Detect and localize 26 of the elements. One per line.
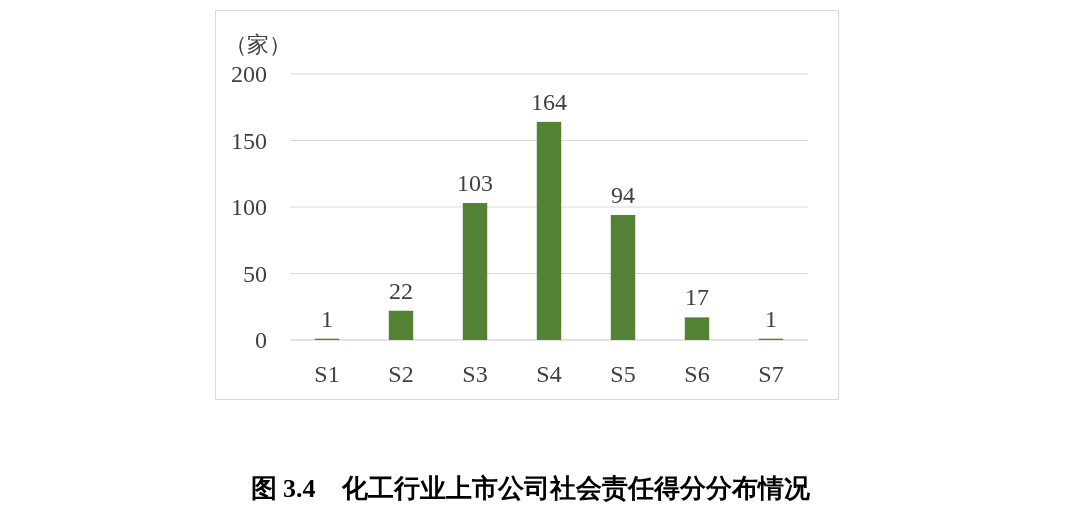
x-tick-label: S2 bbox=[388, 361, 414, 387]
x-tick-label: S7 bbox=[758, 361, 784, 387]
y-axis-title: （家） bbox=[225, 32, 291, 57]
bar bbox=[536, 121, 562, 340]
y-tick-label: 100 bbox=[231, 194, 267, 220]
y-tick-label: 150 bbox=[231, 127, 267, 154]
x-tick-label: S4 bbox=[536, 361, 562, 387]
x-tick-label: S5 bbox=[610, 361, 636, 387]
bar bbox=[462, 203, 488, 340]
data-label: 1 bbox=[765, 305, 777, 332]
x-tick-label: S6 bbox=[684, 361, 710, 387]
data-label: 103 bbox=[457, 170, 493, 197]
bar bbox=[388, 310, 414, 340]
data-label: 164 bbox=[531, 88, 567, 115]
text: 图 3.4 化工行业上市公司社会责任得分分布情况 bbox=[250, 474, 811, 503]
x-tick-label: S1 bbox=[314, 361, 340, 387]
x-tick-label: S3 bbox=[462, 361, 488, 387]
data-label: 22 bbox=[389, 277, 413, 304]
y-tick-label: 200 bbox=[231, 61, 267, 87]
bar bbox=[684, 317, 710, 340]
y-tick-label: 50 bbox=[243, 260, 267, 287]
data-label: 1 bbox=[321, 305, 333, 332]
bar bbox=[610, 214, 636, 340]
data-label: 94 bbox=[611, 181, 635, 208]
y-tick-label: 0 bbox=[255, 327, 267, 353]
data-label: 17 bbox=[685, 284, 709, 311]
